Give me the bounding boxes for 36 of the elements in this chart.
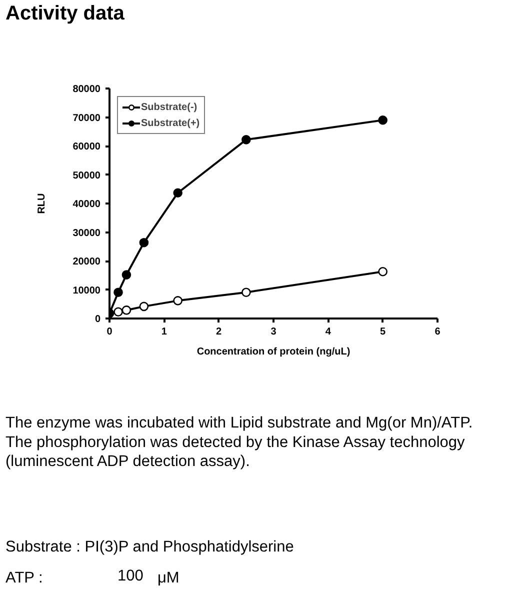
y-axis-title: RLU [36, 193, 48, 214]
x-tick-label: 2 [216, 326, 222, 338]
point [173, 188, 182, 198]
legend-label: Substrate(+) [141, 117, 200, 129]
y-tick-label: 40000 [72, 199, 101, 210]
y-tick-label: 80000 [72, 84, 101, 95]
text: ATP : 100 μM [6, 568, 180, 586]
point [122, 306, 132, 315]
text: Substrate : PI(3)P and Phosphatidylserine [6, 538, 294, 556]
x-axis-title: Concentration of protein (ng/uL) [196, 346, 350, 358]
chart-title: Activity data [6, 2, 126, 24]
point [242, 135, 251, 144]
x-tick-label: 5 [380, 326, 386, 338]
x-tick-label: 1 [161, 326, 168, 338]
y-tick-label: 10000 [72, 285, 101, 296]
point [122, 270, 132, 280]
point [139, 302, 149, 312]
x-tick-label: 4 [325, 326, 332, 338]
y-tick-label: 30000 [72, 228, 101, 239]
point [114, 288, 123, 297]
y-tick-label: 60000 [72, 142, 101, 152]
x-tick-label: 3 [270, 326, 277, 338]
point [378, 115, 388, 125]
point [242, 288, 251, 297]
point [114, 307, 123, 317]
legend-label: Substrate(-) [141, 101, 198, 113]
point [139, 238, 149, 248]
point [173, 296, 182, 306]
text: The enzyme was incubated with Lipid substrate and Mg(or Mn)/ATP. The phosphorylation was detected by the Kinase Assay technology (luminescent ADP detection assay). [6, 414, 473, 470]
y-tick-label: 50000 [72, 170, 101, 182]
x-tick-label: 0 [106, 326, 113, 338]
x-tick-label: 6 [434, 326, 441, 338]
y-tick-label: 0 [94, 314, 101, 325]
point [378, 266, 388, 276]
y-tick-label: 70000 [72, 112, 101, 124]
y-tick-label: 20000 [72, 256, 101, 268]
